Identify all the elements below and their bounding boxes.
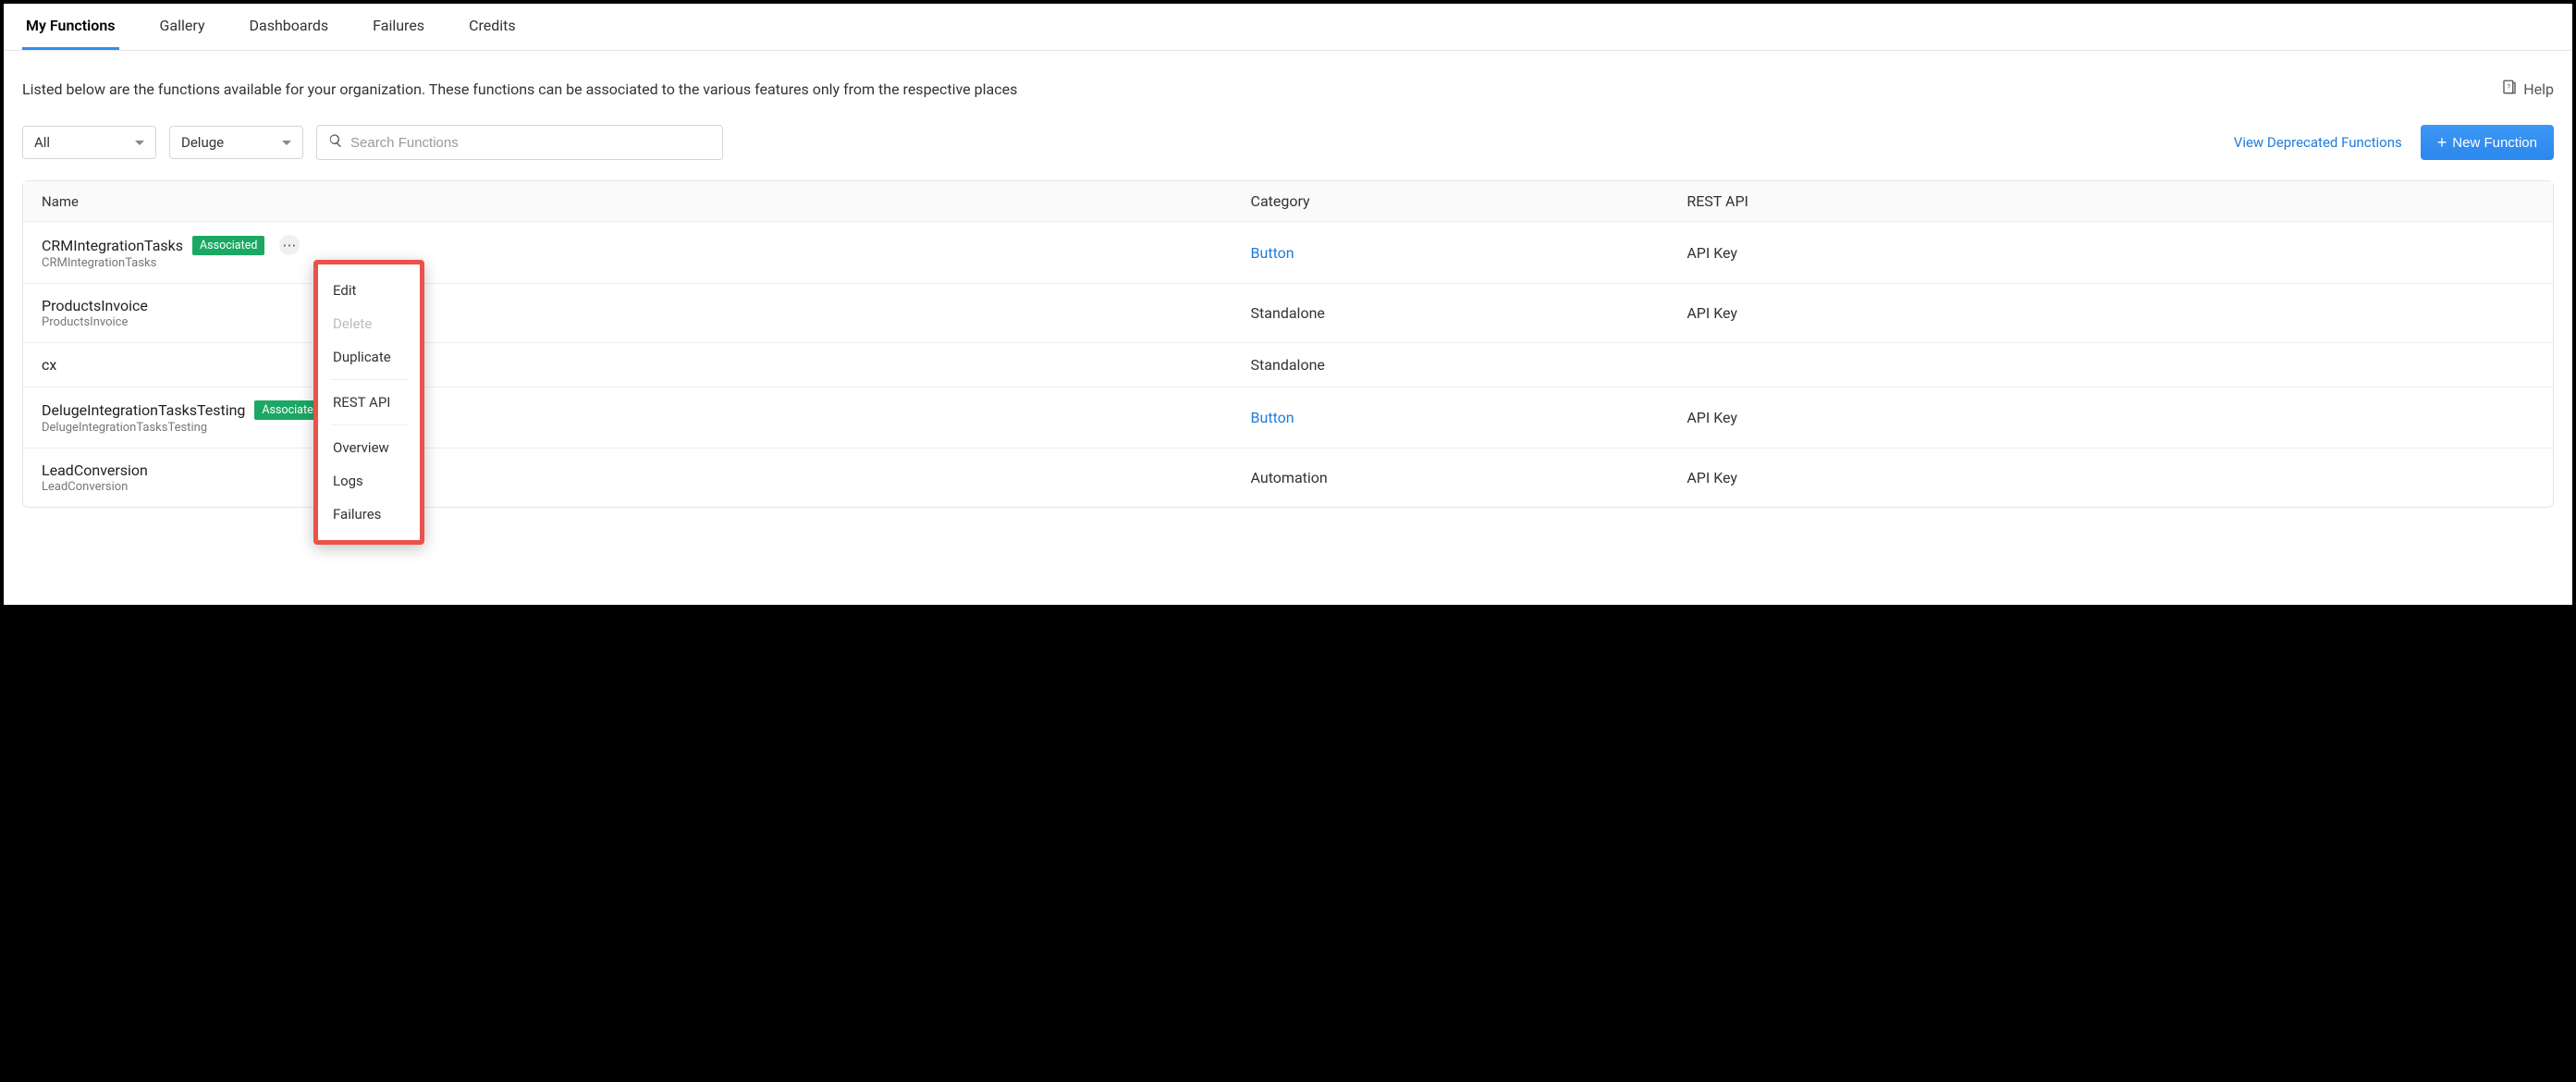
col-header-restapi: REST API — [1687, 192, 2534, 210]
cell-category: Automation — [1251, 469, 1687, 486]
search-input[interactable] — [350, 135, 711, 151]
table-header: Name Category REST API — [23, 181, 2553, 222]
language-select-value: Deluge — [181, 134, 224, 151]
help-label: Help — [2523, 80, 2554, 98]
plus-icon: + — [2437, 134, 2447, 151]
scope-select[interactable]: All — [22, 126, 156, 159]
cell-name: ProductsInvoiceProductsInvoice — [42, 297, 1251, 329]
context-menu-list: EditDeleteDuplicate REST API OverviewLogsF… — [318, 264, 420, 540]
tab-failures[interactable]: Failures — [369, 4, 428, 50]
more-icon[interactable]: ⋯ — [279, 235, 300, 255]
cell-name: DelugeIntegrationTasksTestingAssociatedD… — [42, 400, 1251, 435]
help-link[interactable]: ? Help — [2501, 79, 2554, 99]
function-subtitle: ProductsInvoice — [42, 315, 1251, 329]
menu-item-delete: Delete — [318, 307, 420, 340]
name-line: cx — [42, 356, 1251, 374]
cell-category[interactable]: Button — [1251, 244, 1687, 262]
language-select[interactable]: Deluge — [169, 126, 303, 159]
cell-name: LeadConversionLeadConversion — [42, 461, 1251, 494]
svg-text:?: ? — [2508, 82, 2511, 91]
menu-item-overview[interactable]: Overview — [318, 431, 420, 464]
menu-separator — [331, 379, 407, 380]
menu-item-logs[interactable]: Logs — [318, 464, 420, 498]
function-title[interactable]: cx — [42, 356, 56, 374]
name-line: CRMIntegrationTasks Associated ⋯ — [42, 235, 1251, 255]
col-header-name: Name — [42, 193, 1251, 210]
view-deprecated-link[interactable]: View Deprecated Functions — [2234, 134, 2402, 151]
tab-dashboards[interactable]: Dashboards — [246, 4, 333, 50]
function-title[interactable]: ProductsInvoice — [42, 297, 148, 314]
cell-category: Standalone — [1251, 304, 1687, 322]
function-title[interactable]: CRMIntegrationTasks — [42, 237, 183, 254]
menu-separator — [331, 424, 407, 425]
menu-item-rest-api[interactable]: REST API — [318, 386, 420, 419]
name-line: DelugeIntegrationTasksTestingAssociated — [42, 400, 1251, 420]
menu-item-failures[interactable]: Failures — [318, 498, 420, 531]
functions-window: My Functions Gallery Dashboards Failures Cre… — [4, 4, 2572, 605]
name-line: LeadConversion — [42, 461, 1251, 479]
chevron-down-icon — [282, 141, 291, 145]
function-subtitle: CRMIntegrationTasks — [42, 256, 1251, 270]
cell-category: Standalone — [1251, 356, 1687, 374]
controls-bar: All Deluge View Deprecated Functions — [22, 125, 2554, 160]
search-icon — [328, 133, 343, 152]
function-subtitle: LeadConversion — [42, 480, 1251, 494]
help-icon: ? — [2501, 79, 2518, 99]
name-line: ProductsInvoice — [42, 297, 1251, 314]
tab-gallery[interactable]: Gallery — [156, 4, 209, 50]
cell-restapi: API Key — [1687, 244, 2534, 262]
tab-credits[interactable]: Credits — [465, 4, 520, 50]
cell-restapi: API Key — [1687, 409, 2534, 426]
function-subtitle: DelugeIntegrationTasksTesting — [42, 421, 1251, 435]
function-title[interactable]: DelugeIntegrationTasksTesting — [42, 401, 245, 419]
row-context-menu: EditDeleteDuplicate REST API OverviewLogsF… — [313, 260, 424, 545]
cell-restapi: API Key — [1687, 469, 2534, 486]
cell-category[interactable]: Button — [1251, 409, 1687, 426]
top-bar: Listed below are the functions available… — [22, 79, 2554, 99]
associated-badge: Associated — [192, 236, 264, 255]
new-function-label: New Function — [2452, 135, 2537, 151]
menu-item-duplicate[interactable]: Duplicate — [318, 340, 420, 374]
cell-name: cx — [42, 356, 1251, 374]
search-container — [316, 125, 723, 160]
cell-restapi: API Key — [1687, 304, 2534, 322]
chevron-down-icon — [135, 141, 144, 145]
tab-my-functions[interactable]: My Functions — [22, 4, 119, 50]
controls-right: View Deprecated Functions + New Function — [2234, 125, 2554, 160]
function-title[interactable]: LeadConversion — [42, 461, 148, 479]
menu-item-edit[interactable]: Edit — [318, 274, 420, 307]
scope-select-value: All — [34, 134, 50, 151]
new-function-button[interactable]: + New Function — [2421, 125, 2554, 160]
col-header-category: Category — [1251, 192, 1687, 210]
cell-name: CRMIntegrationTasksAssociated⋯CRMIntegra… — [42, 235, 1251, 270]
page-description: Listed below are the functions available… — [22, 80, 1017, 98]
controls-left: All Deluge — [22, 125, 723, 160]
main-tabs: My Functions Gallery Dashboards Failures Cre… — [4, 4, 2572, 51]
